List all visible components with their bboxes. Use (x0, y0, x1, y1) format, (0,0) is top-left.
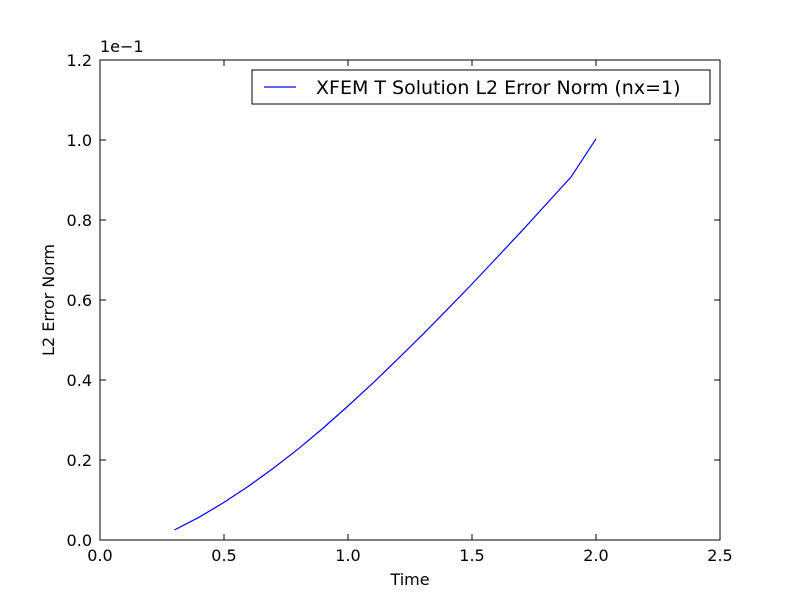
x-tick-label: 2.5 (707, 546, 732, 565)
legend: XFEM T Solution L2 Error Norm (nx=1) (251, 69, 711, 105)
y-tick-label: 0.4 (67, 371, 92, 390)
plot-area (174, 138, 597, 531)
y-tick-label: 1.2 (67, 51, 92, 70)
y-tick-label: 0.0 (67, 531, 92, 550)
tick-labels: 0.0 0.5 1.0 1.5 2.0 2.5 0.0 0.2 0.4 0.6 0.8 1.0 1.2 (67, 51, 733, 565)
x-tick-label: 0.5 (211, 546, 236, 565)
ticks (99, 59, 721, 541)
y-tick-label: 1.0 (67, 131, 92, 150)
y-tick-label: 0.2 (67, 451, 92, 470)
x-tick-label: 1.0 (335, 546, 360, 565)
x-tick-label: 0.0 (87, 546, 112, 565)
x-tick-label: 2.0 (583, 546, 608, 565)
series-line (174, 138, 597, 531)
legend-box (251, 69, 711, 105)
y-tick-label: 0.8 (67, 211, 92, 230)
y-tick-label: 0.6 (67, 291, 92, 310)
y-axis-label: L2 Error Norm (39, 244, 58, 356)
legend-label: XFEM T Solution L2 Error Norm (nx=1) (316, 77, 681, 99)
x-axis-label: Time (389, 570, 429, 589)
x-tick-label: 1.5 (459, 546, 484, 565)
y-axis-offset-text: 1e−1 (100, 37, 144, 56)
axes-frame (99, 59, 721, 541)
